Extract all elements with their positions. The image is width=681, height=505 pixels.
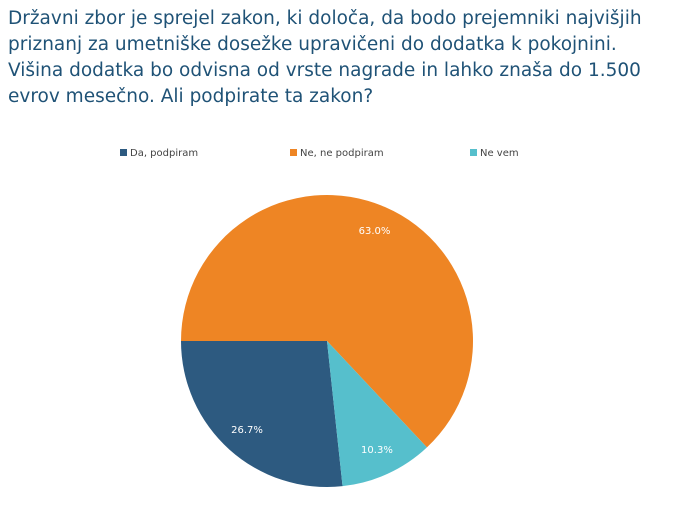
- legend-label: Da, podpiram: [130, 148, 198, 159]
- value-label: 63.0%: [359, 226, 391, 237]
- pie-slice: [181, 341, 343, 487]
- pie-slice: [327, 341, 427, 487]
- value-label: 10.3%: [361, 445, 393, 456]
- chart-title: Državni zbor je sprejel zakon, ki določa…: [8, 8, 642, 107]
- legend-swatch: [470, 149, 477, 156]
- legend-label: Ne, ne podpiram: [300, 148, 384, 159]
- legend-swatch: [290, 149, 297, 156]
- value-label: 26.7%: [231, 425, 263, 436]
- pie-slice: [181, 194, 474, 448]
- legend-swatch: [120, 149, 127, 156]
- legend-label: Ne vem: [480, 148, 519, 159]
